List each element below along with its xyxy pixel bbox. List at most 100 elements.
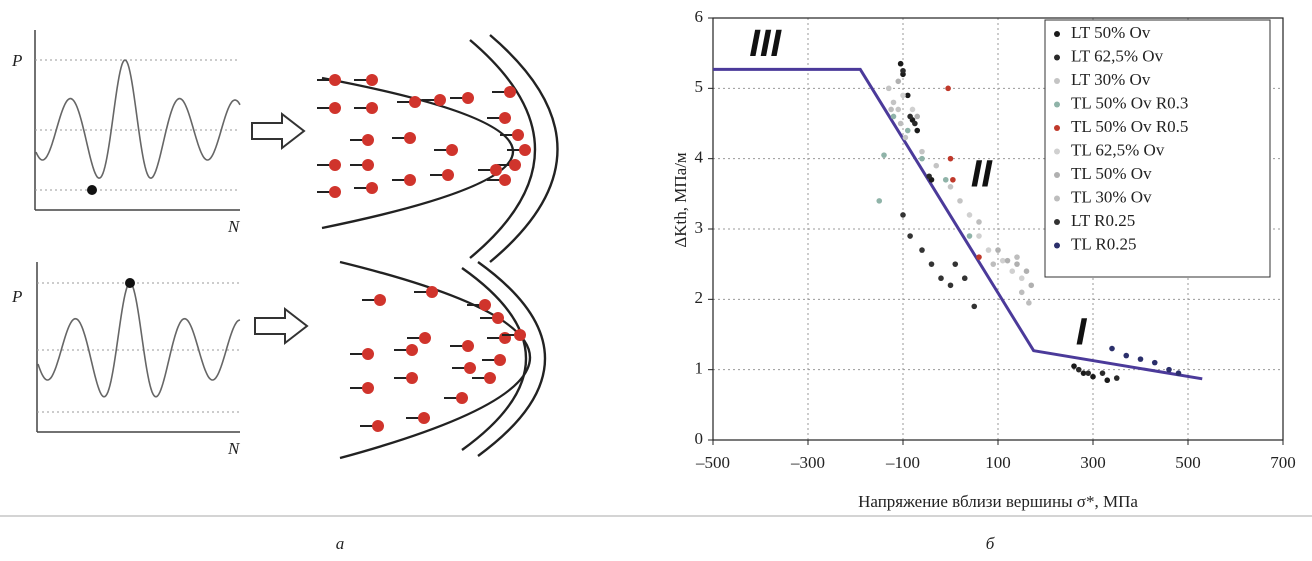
atom bbox=[499, 174, 511, 186]
x-tick-label: 300 bbox=[1080, 453, 1106, 472]
point bbox=[1099, 370, 1106, 376]
y-label: P bbox=[11, 51, 22, 70]
legend-label: TL 62,5% Ov bbox=[1071, 140, 1165, 159]
legend-marker bbox=[1054, 242, 1060, 249]
point bbox=[945, 85, 951, 92]
point bbox=[1080, 370, 1087, 376]
atom bbox=[366, 74, 378, 86]
atom bbox=[329, 159, 341, 171]
load-point bbox=[125, 278, 135, 288]
block-arrows bbox=[251, 111, 309, 346]
atom bbox=[362, 159, 374, 171]
point bbox=[952, 261, 959, 267]
point bbox=[919, 148, 925, 155]
point bbox=[971, 303, 978, 310]
point bbox=[1018, 289, 1025, 296]
caption: а bbox=[336, 534, 345, 553]
point bbox=[1104, 377, 1111, 384]
x-tick-label: –100 bbox=[885, 453, 920, 472]
atom bbox=[512, 129, 524, 141]
point bbox=[881, 152, 887, 158]
atom bbox=[514, 329, 526, 341]
atom bbox=[494, 354, 506, 366]
y-label: P bbox=[11, 287, 22, 306]
atom bbox=[406, 344, 418, 356]
point bbox=[904, 92, 911, 99]
point bbox=[900, 92, 906, 99]
y-axis-label: ΔKth, МПа/м bbox=[671, 152, 690, 248]
legend-label: TL 50% Ov R0.3 bbox=[1071, 93, 1188, 112]
point bbox=[1014, 254, 1020, 260]
atom bbox=[464, 362, 476, 374]
atom bbox=[418, 412, 430, 424]
load-wave bbox=[35, 59, 241, 180]
atom bbox=[329, 74, 341, 86]
x-axis-label: Напряжение вблизи вершины σ*, МПа bbox=[858, 492, 1138, 511]
legend-marker bbox=[1054, 219, 1060, 225]
point bbox=[895, 78, 902, 85]
point bbox=[1004, 257, 1011, 264]
point bbox=[995, 247, 1001, 253]
point bbox=[957, 198, 963, 204]
atom bbox=[366, 102, 378, 114]
legend-box bbox=[1044, 19, 1271, 278]
point bbox=[928, 261, 935, 267]
atom bbox=[419, 332, 431, 344]
atom bbox=[446, 144, 458, 156]
point bbox=[919, 247, 925, 253]
legend-marker bbox=[1054, 54, 1060, 61]
region-label: III bbox=[749, 23, 782, 65]
point bbox=[890, 99, 897, 106]
point bbox=[907, 233, 913, 239]
point bbox=[1123, 352, 1130, 359]
x-tick-label: –500 bbox=[695, 453, 730, 472]
point bbox=[907, 113, 913, 120]
atom bbox=[509, 159, 521, 171]
legend-marker bbox=[1054, 78, 1060, 84]
crack-tips bbox=[317, 34, 559, 460]
point bbox=[912, 120, 918, 127]
atom bbox=[362, 382, 374, 394]
point bbox=[947, 282, 954, 289]
point bbox=[902, 134, 909, 141]
point bbox=[926, 173, 932, 180]
legend-label: LT 50% Ov bbox=[1071, 23, 1151, 42]
atom bbox=[456, 392, 468, 404]
atom bbox=[409, 96, 421, 108]
point bbox=[1113, 375, 1120, 381]
atom bbox=[504, 86, 516, 98]
point bbox=[900, 67, 906, 74]
point bbox=[999, 257, 1006, 264]
atom bbox=[366, 182, 378, 194]
load-point bbox=[87, 185, 97, 195]
atom bbox=[329, 186, 341, 198]
legend-marker bbox=[1054, 31, 1060, 37]
point bbox=[1018, 275, 1025, 282]
point bbox=[1023, 268, 1030, 275]
atom bbox=[362, 348, 374, 360]
point bbox=[1026, 300, 1032, 306]
legend-marker bbox=[1054, 172, 1060, 178]
x-tick-label: 500 bbox=[1175, 453, 1201, 472]
region-label: I bbox=[1076, 312, 1088, 354]
atom bbox=[499, 112, 511, 124]
x-label: N bbox=[227, 439, 241, 458]
fit-line bbox=[713, 67, 1203, 381]
point bbox=[950, 176, 956, 183]
atom bbox=[404, 132, 416, 144]
point bbox=[1175, 370, 1182, 376]
point bbox=[947, 155, 954, 162]
legend-marker bbox=[1054, 195, 1060, 202]
legend-label: LT 30% Ov bbox=[1071, 70, 1151, 89]
arrow bbox=[254, 306, 309, 346]
point bbox=[976, 254, 982, 260]
point bbox=[985, 247, 992, 253]
point bbox=[933, 162, 940, 169]
atom bbox=[484, 372, 496, 384]
load-wave bbox=[37, 282, 241, 398]
atom bbox=[406, 372, 418, 384]
atom bbox=[479, 299, 491, 311]
legend-label: TL R0.25 bbox=[1071, 234, 1136, 253]
point bbox=[1090, 373, 1096, 380]
point bbox=[1028, 282, 1035, 289]
